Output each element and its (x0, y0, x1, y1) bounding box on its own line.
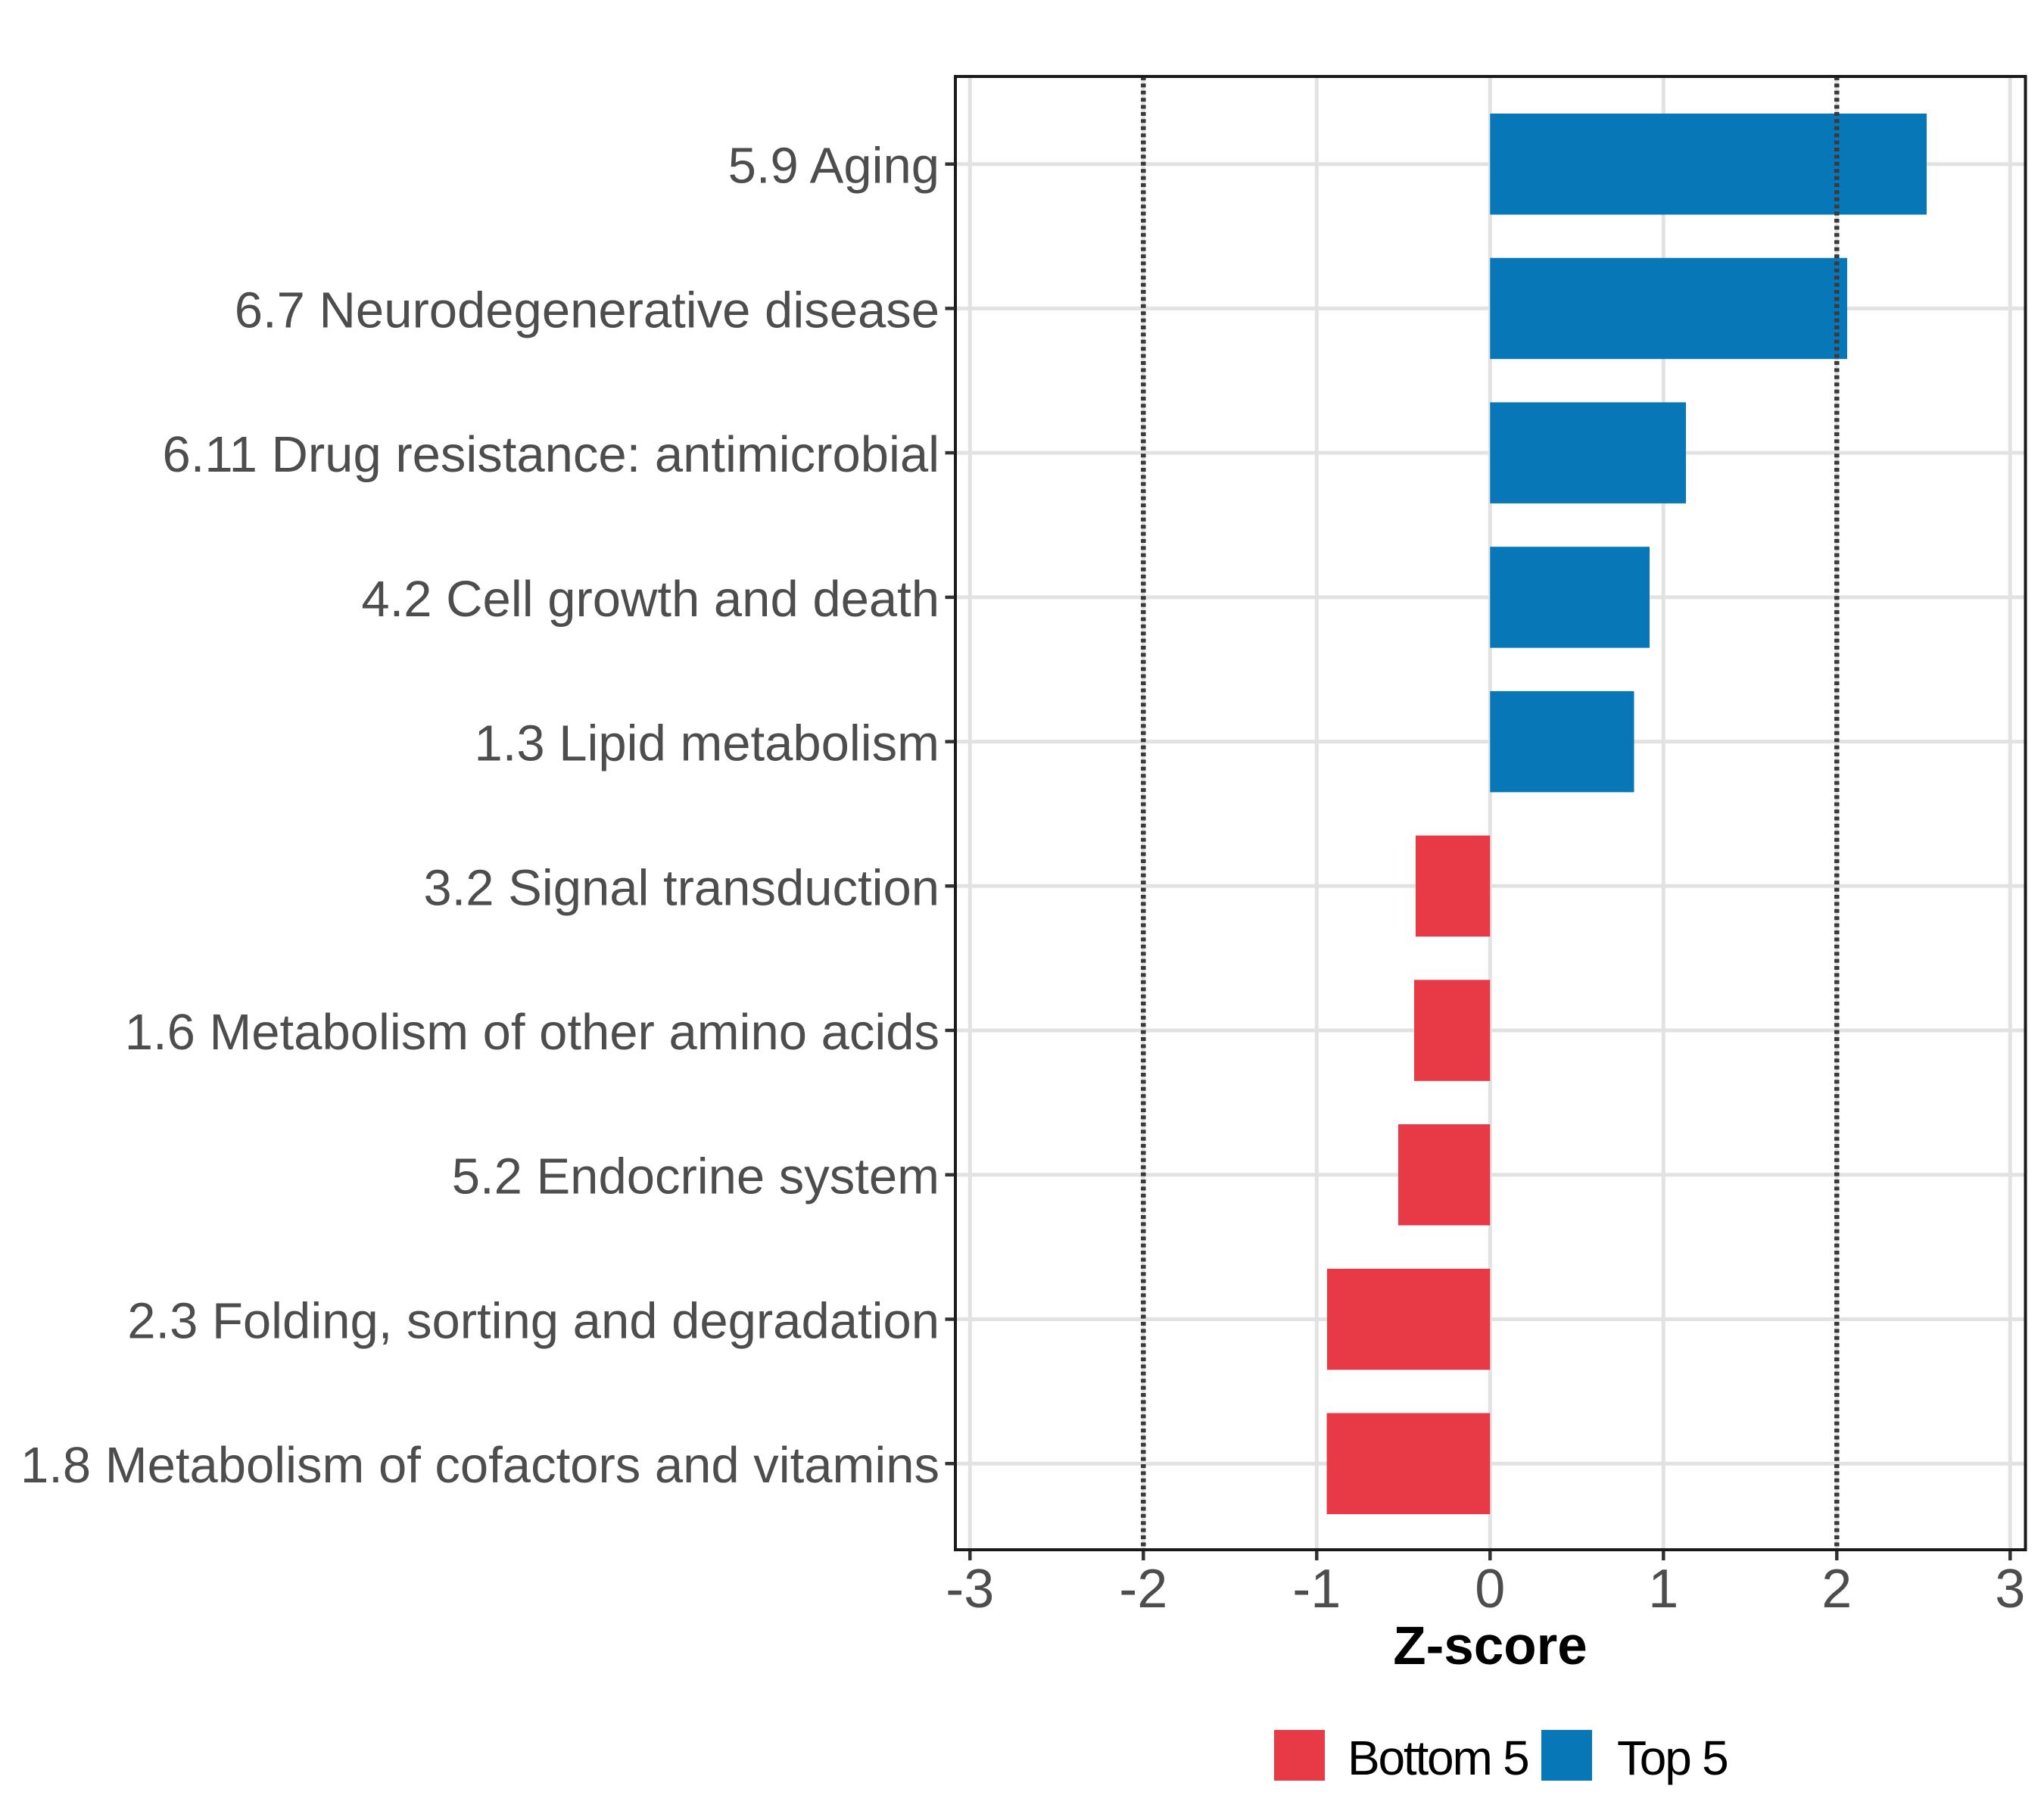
svg-text:1: 1 (1648, 1559, 1678, 1619)
svg-text:-3: -3 (946, 1559, 994, 1619)
svg-text:2.3 Folding, sorting and degra: 2.3 Folding, sorting and degradation (127, 1293, 939, 1350)
svg-text:3: 3 (1995, 1559, 2025, 1619)
svg-text:1.6 Metabolism of other amino: 1.6 Metabolism of other amino acids (125, 1004, 939, 1061)
svg-text:-2: -2 (1119, 1559, 1167, 1619)
svg-text:6.11 Drug resistance: antimicr: 6.11 Drug resistance: antimicrobial (162, 426, 939, 483)
svg-text:6.7 Neurodegenerative disease: 6.7 Neurodegenerative disease (235, 282, 939, 338)
svg-text:5.9 Aging: 5.9 Aging (728, 138, 939, 195)
svg-text:3.2 Signal transduction: 3.2 Signal transduction (423, 859, 939, 916)
svg-text:-1: -1 (1292, 1559, 1341, 1619)
svg-text:4.2 Cell growth and death: 4.2 Cell growth and death (361, 571, 939, 628)
svg-text:1.8 Metabolism of cofactors an: 1.8 Metabolism of cofactors and vitamins (20, 1437, 939, 1494)
svg-text:Z-score: Z-score (1393, 1616, 1587, 1676)
svg-text:2: 2 (1821, 1559, 1852, 1619)
svg-text:0: 0 (1475, 1559, 1505, 1619)
svg-text:5.2 Endocrine system: 5.2 Endocrine system (452, 1148, 939, 1205)
svg-text:Bottom 5: Bottom 5 (1348, 1731, 1528, 1785)
svg-text:Top 5: Top 5 (1617, 1731, 1728, 1785)
svg-text:1.3 Lipid metabolism: 1.3 Lipid metabolism (475, 715, 939, 772)
